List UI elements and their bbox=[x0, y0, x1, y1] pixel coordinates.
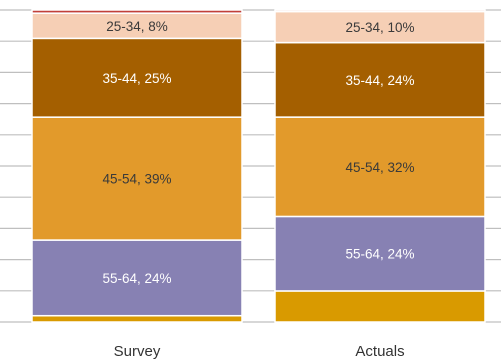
bar-survey-65plus bbox=[31, 9, 243, 14]
gridlines bbox=[0, 9, 501, 323]
data-label-survey-55-64: 55-64, 24% bbox=[102, 271, 171, 286]
bar-survey-25-34 bbox=[31, 12, 243, 40]
bar-survey-35-44 bbox=[31, 37, 243, 118]
data-label-actuals-35-44: 35-44, 24% bbox=[345, 73, 414, 88]
bar-actuals-45-54 bbox=[274, 116, 486, 218]
category-labels: Survey Actuals bbox=[114, 343, 405, 360]
bar-survey-45-54 bbox=[31, 116, 243, 241]
bar-actuals-25-34 bbox=[274, 10, 486, 44]
data-label-actuals-55-64: 55-64, 24% bbox=[345, 247, 414, 262]
category-label-survey: Survey bbox=[114, 343, 161, 360]
data-label-actuals-45-54: 45-54, 32% bbox=[345, 160, 414, 175]
category-label-actuals: Actuals bbox=[355, 343, 404, 360]
data-labels: 55-64, 24% 45-54, 39% 35-44, 25% 25-34, 8% 5… bbox=[102, 19, 414, 286]
data-label-survey-35-44: 35-44, 25% bbox=[102, 71, 171, 86]
bar-survey-55-64 bbox=[31, 239, 243, 317]
bar-actuals-65plus bbox=[274, 9, 486, 13]
bar-actuals-35-44 bbox=[274, 41, 486, 118]
data-label-survey-25-34: 25-34, 8% bbox=[106, 19, 168, 34]
bars bbox=[31, 9, 486, 323]
data-label-survey-45-54: 45-54, 39% bbox=[102, 172, 171, 187]
bar-actuals-55-64 bbox=[274, 215, 486, 292]
bar-actuals-18-24 bbox=[274, 290, 486, 323]
bar-survey-18-24 bbox=[31, 314, 243, 323]
data-label-actuals-25-34: 25-34, 10% bbox=[345, 20, 414, 35]
